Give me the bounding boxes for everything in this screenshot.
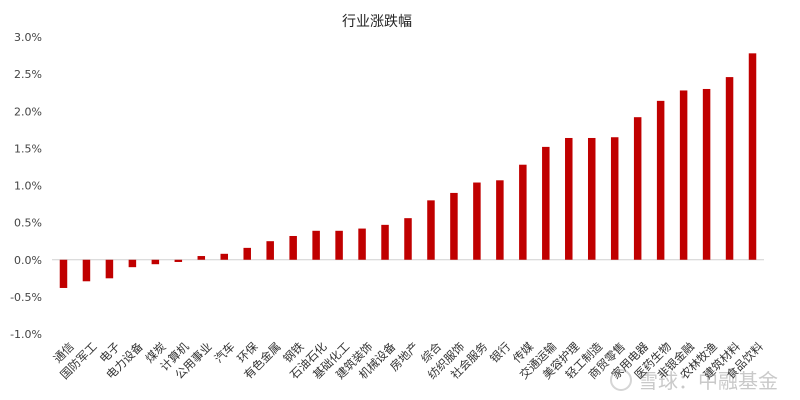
bar <box>82 259 91 282</box>
bar <box>197 256 206 260</box>
bar <box>220 253 229 260</box>
bar <box>404 218 412 260</box>
y-tick-label: 2.5% <box>14 68 42 81</box>
y-tick-label: 0.5% <box>14 217 42 230</box>
bar <box>174 259 183 262</box>
bar <box>633 117 642 260</box>
x-axis-labels: 通信国防军工电子电力设备煤炭计算机公用事业汽车环保有色金属钢铁石油石化基础化工建… <box>51 339 767 382</box>
bar <box>725 77 734 260</box>
y-tick-label: 1.5% <box>14 142 42 155</box>
bar <box>289 235 297 260</box>
y-axis-ticks: 3.0% 2.5% 2.0% 1.5% 1.0% 0.5% 0.0% -0.5% -1.0% <box>10 31 42 341</box>
chart-title: 行业涨跌幅 <box>342 14 412 30</box>
y-tick-label: 2.0% <box>14 105 42 118</box>
bar <box>312 230 320 260</box>
bar-series <box>59 53 757 288</box>
bar <box>496 180 504 260</box>
bar <box>358 228 366 260</box>
bar <box>151 259 160 265</box>
bar <box>748 53 757 260</box>
x-tick-label: 银行 <box>487 339 513 365</box>
bar <box>679 90 688 260</box>
bar <box>473 182 481 260</box>
bar <box>656 100 665 260</box>
y-tick-label: 1.0% <box>14 180 42 193</box>
y-tick-label: -0.5% <box>10 291 42 304</box>
bar <box>610 137 619 260</box>
bar <box>542 146 550 260</box>
y-tick-label: 3.0% <box>14 31 42 44</box>
bar <box>450 192 458 260</box>
x-tick-label: 汽车 <box>211 339 237 365</box>
bar <box>59 259 68 288</box>
bar <box>335 230 343 260</box>
bar <box>243 247 251 260</box>
bar <box>587 137 596 260</box>
bar <box>565 137 573 260</box>
y-tick-label: 0.0% <box>14 254 42 267</box>
bar <box>702 88 711 260</box>
bar <box>266 241 274 260</box>
bar <box>128 259 137 268</box>
bar <box>105 259 114 279</box>
y-tick-label: -1.0% <box>10 328 42 341</box>
bar <box>519 164 527 260</box>
bar <box>381 224 389 260</box>
bar <box>427 200 435 260</box>
